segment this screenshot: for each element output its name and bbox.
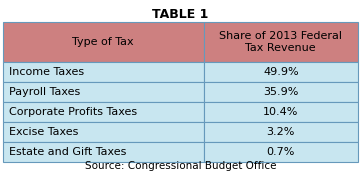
Text: TABLE 1: TABLE 1 — [152, 8, 209, 21]
Bar — [3, 142, 204, 162]
Text: 0.7%: 0.7% — [267, 147, 295, 157]
Bar — [204, 62, 358, 82]
Text: Type of Tax: Type of Tax — [73, 37, 134, 47]
Text: 10.4%: 10.4% — [263, 107, 299, 117]
Text: Excise Taxes: Excise Taxes — [9, 127, 78, 137]
Text: Estate and Gift Taxes: Estate and Gift Taxes — [9, 147, 126, 157]
Bar — [3, 82, 204, 102]
Bar — [3, 22, 204, 62]
Bar — [3, 62, 204, 82]
Bar — [204, 102, 358, 122]
Text: Corporate Profits Taxes: Corporate Profits Taxes — [9, 107, 137, 117]
Bar — [3, 102, 204, 122]
Text: 35.9%: 35.9% — [263, 87, 299, 97]
Text: Source: Congressional Budget Office: Source: Congressional Budget Office — [85, 161, 276, 171]
Text: Income Taxes: Income Taxes — [9, 67, 84, 77]
Text: 3.2%: 3.2% — [267, 127, 295, 137]
Bar — [204, 142, 358, 162]
Text: Payroll Taxes: Payroll Taxes — [9, 87, 80, 97]
Bar — [204, 22, 358, 62]
Bar — [204, 122, 358, 142]
Bar — [3, 122, 204, 142]
Text: Share of 2013 Federal
Tax Revenue: Share of 2013 Federal Tax Revenue — [219, 31, 342, 53]
Text: 49.9%: 49.9% — [263, 67, 299, 77]
Bar — [204, 82, 358, 102]
